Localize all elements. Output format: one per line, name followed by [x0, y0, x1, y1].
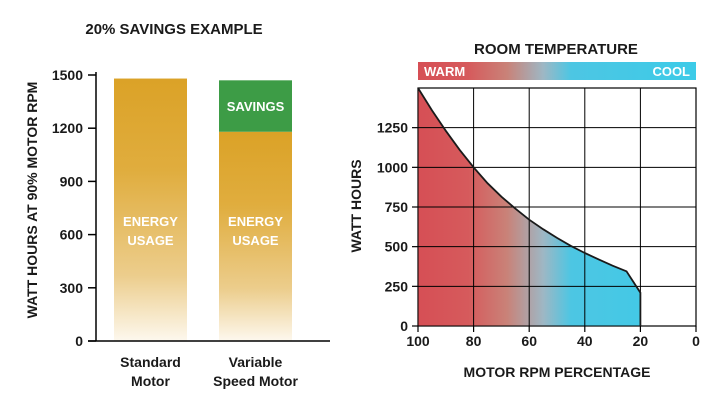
energy-label-line2: USAGE — [232, 233, 279, 248]
energy-label-line1: ENERGY — [228, 214, 283, 229]
category-label-line1: Variable — [229, 354, 283, 370]
right-x-tick-label: 60 — [521, 333, 537, 349]
right-y-axis-label: WATT HOURS — [348, 159, 364, 252]
right-y-tick-label: 750 — [385, 199, 409, 215]
bars: ENERGY USAGE ENERGY USAGE SAVINGS — [114, 78, 292, 342]
cool-label: COOL — [652, 64, 690, 79]
right-y-tick-label: 1250 — [377, 120, 408, 136]
right-x-tick-label: 80 — [466, 333, 482, 349]
rpm-area-chart: ROOM TEMPERATURE WARM COOL 100 80 60 40 20 0 … — [348, 41, 700, 380]
left-y-tick-label: 1500 — [52, 67, 83, 83]
warm-label: WARM — [424, 64, 465, 79]
right-x-tick-label: 20 — [633, 333, 649, 349]
right-x-tick-label: 0 — [692, 333, 700, 349]
temperature-gradient-bar — [418, 62, 696, 80]
left-chart-title: 20% SAVINGS EXAMPLE — [85, 21, 262, 38]
right-y-tick-label: 500 — [385, 239, 409, 255]
watt-hours-curve — [417, 87, 642, 326]
left-y-tick-label: 600 — [60, 227, 84, 243]
energy-label-line2: USAGE — [127, 233, 174, 248]
left-y-axis-label: WATT HOURS AT 90% MOTOR RPM — [24, 82, 40, 319]
energy-usage-bar — [219, 131, 292, 341]
right-y-tick-label: 250 — [385, 278, 409, 294]
left-y-tick-label: 0 — [75, 333, 83, 349]
category-label-line2: Speed Motor — [213, 373, 298, 389]
right-x-axis-label: MOTOR RPM PERCENTAGE — [464, 364, 651, 380]
savings-bar-chart: 20% SAVINGS EXAMPLE WATT HOURS AT 90% MO… — [24, 21, 330, 389]
left-y-tick-label: 1200 — [52, 120, 83, 136]
savings-bar — [219, 80, 292, 132]
savings-label: SAVINGS — [227, 99, 285, 114]
right-x-tick-label: 100 — [406, 333, 430, 349]
category-label-line2: Motor — [131, 373, 170, 389]
right-x-tick-label: 40 — [577, 333, 593, 349]
left-y-tick-label: 900 — [60, 173, 84, 189]
left-y-tick-label: 300 — [60, 280, 84, 296]
right-y-tick-label: 1000 — [377, 159, 408, 175]
right-y-tick-label: 0 — [400, 318, 408, 334]
right-y-axis: 0 250 500 750 1000 1250 — [377, 120, 418, 334]
right-x-axis: 100 80 60 40 20 0 — [406, 326, 700, 349]
left-y-axis: 0 300 600 900 1200 1500 — [52, 67, 96, 349]
energy-usage-bar — [114, 78, 187, 342]
category-label-line1: Standard — [120, 354, 181, 370]
x-axis-categories: Standard Motor Variable Speed Motor — [120, 354, 298, 389]
energy-label-line1: ENERGY — [123, 214, 178, 229]
right-chart-title: ROOM TEMPERATURE — [474, 41, 638, 58]
